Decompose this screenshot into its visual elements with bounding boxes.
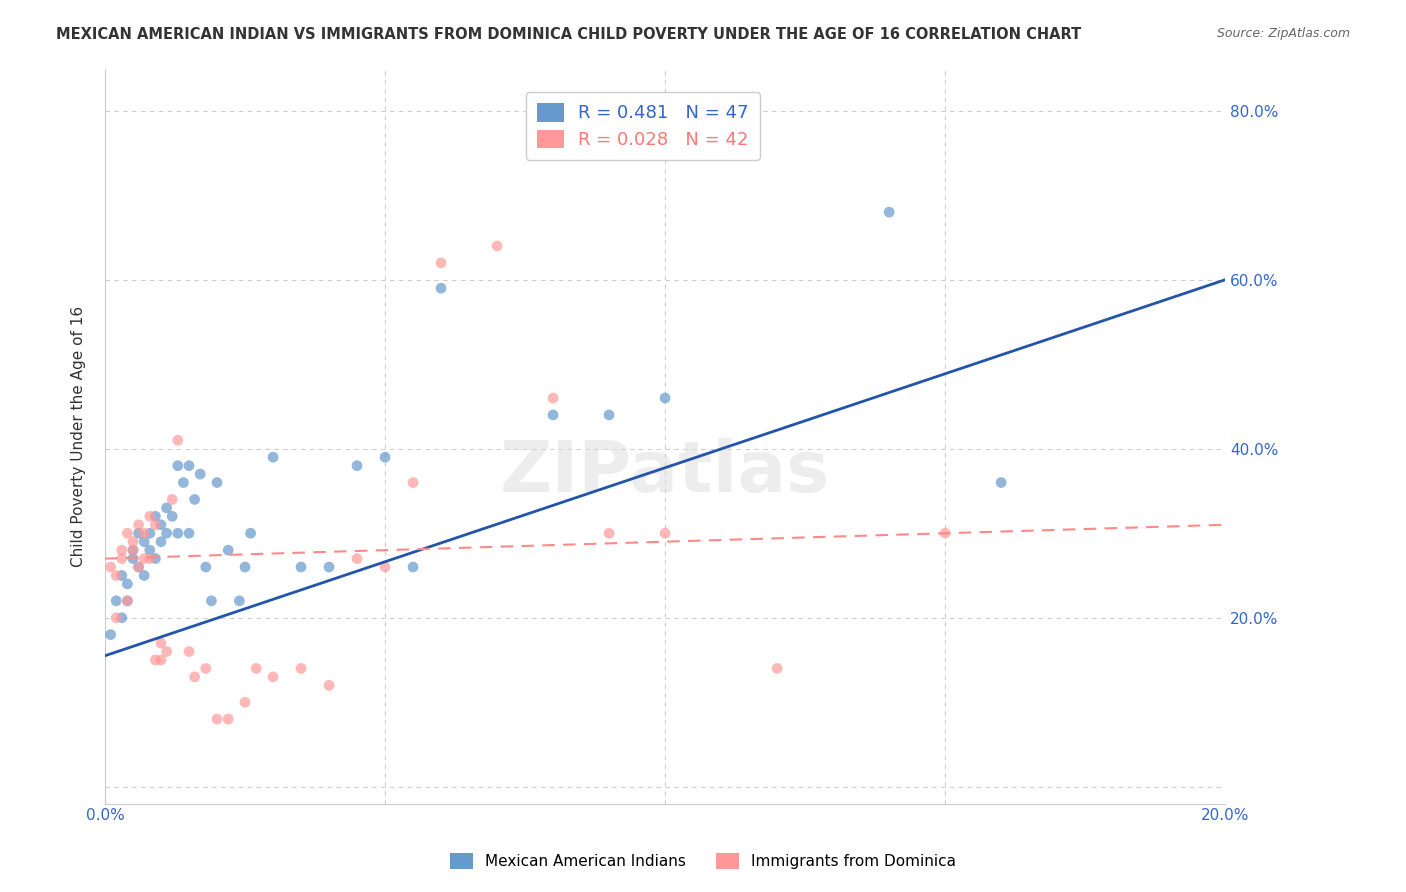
Point [111,568,134,582]
Point [217,712,239,726]
Point [262,450,284,465]
Point [145,509,167,524]
Point [183,670,205,684]
Point [160,509,183,524]
Point [139,543,162,558]
Point [486,239,509,253]
Point [290,661,312,675]
Point [200,594,222,608]
Text: Source: ZipAtlas.com: Source: ZipAtlas.com [1216,27,1350,40]
Point [105,611,128,625]
Point [122,534,145,549]
Point [100,560,122,574]
Y-axis label: Child Poverty Under the Age of 16: Child Poverty Under the Age of 16 [72,305,86,566]
Point [172,475,194,490]
Point [145,551,167,566]
Point [122,543,145,558]
Point [150,534,173,549]
Point [318,560,340,574]
Point [139,526,162,541]
Point [217,543,239,558]
Point [177,644,200,658]
Point [233,560,256,574]
Point [934,526,956,541]
Point [117,526,139,541]
Point [654,391,676,405]
Point [139,551,162,566]
Point [134,551,156,566]
Point [402,475,425,490]
Point [128,560,150,574]
Point [205,712,228,726]
Point [105,568,128,582]
Point [205,475,228,490]
Point [145,517,167,532]
Point [654,526,676,541]
Point [346,458,368,473]
Point [318,678,340,692]
Point [134,568,156,582]
Point [430,281,453,295]
Point [155,500,177,515]
Point [233,695,256,709]
Point [290,560,312,574]
Point [194,560,217,574]
Point [194,661,217,675]
Point [139,509,162,524]
Point [111,551,134,566]
Point [122,543,145,558]
Point [228,594,250,608]
Point [166,434,188,448]
Point [155,526,177,541]
Point [117,594,139,608]
Point [166,458,188,473]
Point [134,526,156,541]
Point [598,408,620,422]
Point [598,526,620,541]
Point [111,543,134,558]
Point [430,256,453,270]
Point [177,458,200,473]
Point [177,526,200,541]
Text: MEXICAN AMERICAN INDIAN VS IMMIGRANTS FROM DOMINICA CHILD POVERTY UNDER THE AGE : MEXICAN AMERICAN INDIAN VS IMMIGRANTS FR… [56,27,1081,42]
Point [166,526,188,541]
Point [374,560,396,574]
Point [150,517,173,532]
Point [145,653,167,667]
Point [877,205,900,219]
Point [245,661,267,675]
Point [402,560,425,574]
Point [150,636,173,650]
Point [990,475,1012,490]
Point [160,492,183,507]
Point [346,551,368,566]
Text: ZIPatlas: ZIPatlas [501,438,830,508]
Point [100,627,122,641]
Point [122,551,145,566]
Point [239,526,262,541]
Point [155,644,177,658]
Point [117,594,139,608]
Point [188,467,211,481]
Point [374,450,396,465]
Point [766,661,789,675]
Point [111,611,134,625]
Point [128,517,150,532]
Point [105,594,128,608]
Point [117,577,139,591]
Legend: R = 0.481   N = 47, R = 0.028   N = 42: R = 0.481 N = 47, R = 0.028 N = 42 [526,92,759,160]
Point [183,492,205,507]
Point [541,391,564,405]
Point [128,560,150,574]
Legend: Mexican American Indians, Immigrants from Dominica: Mexican American Indians, Immigrants fro… [443,847,963,875]
Point [150,653,173,667]
Point [541,408,564,422]
Point [134,534,156,549]
Point [128,526,150,541]
Point [262,670,284,684]
